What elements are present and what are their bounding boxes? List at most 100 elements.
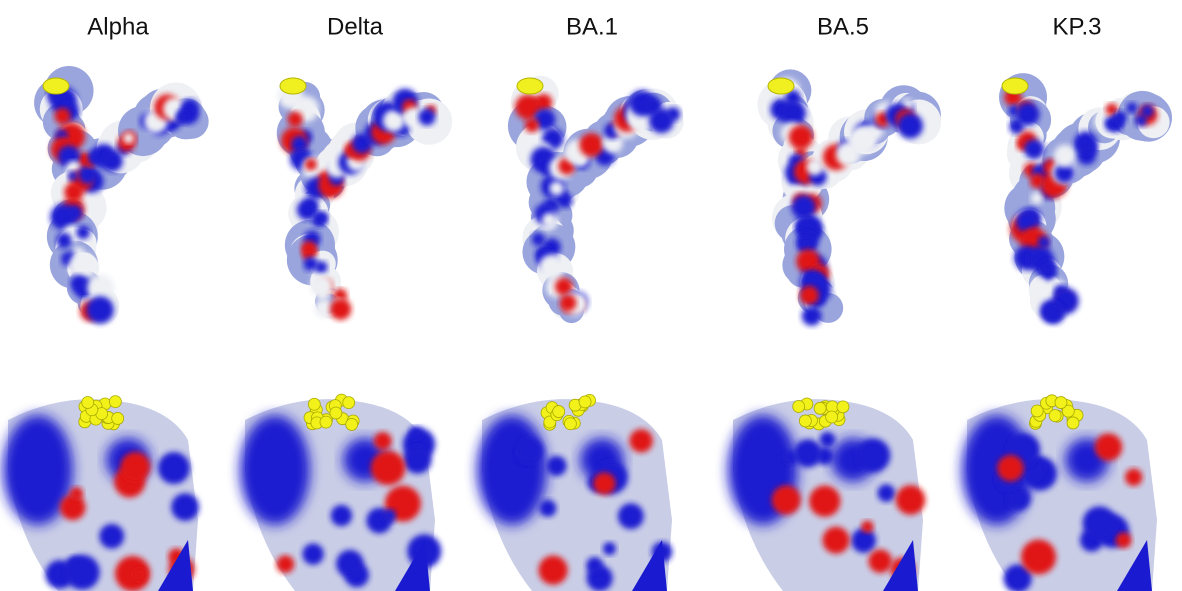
charge-patch [806, 158, 823, 175]
ligand-atom [1049, 410, 1061, 422]
charge-patch [382, 509, 396, 523]
charge-patch [70, 487, 83, 500]
charge-patch [772, 485, 801, 514]
charge-patch [374, 432, 392, 450]
charge-patch [575, 154, 587, 166]
figure: AlphaDeltaBA.1BA.5KP.3 [0, 0, 1182, 591]
charge-patch [799, 236, 814, 251]
ligand-atom [793, 401, 805, 413]
charge-patch [789, 125, 813, 149]
charge-patch [305, 159, 317, 171]
charge-patch [896, 485, 926, 515]
charge-patch [1116, 532, 1132, 548]
charge-patch [477, 415, 547, 525]
ligand [43, 78, 69, 94]
page: AlphaDeltaBA.1BA.5KP.3 (() => { const da… [0, 0, 1182, 591]
charge-patch [629, 429, 652, 452]
charge-patch [312, 213, 326, 227]
ligand-atom [112, 412, 124, 424]
charge-patch [158, 452, 190, 484]
charge-patch [861, 521, 873, 533]
charge-patch [1008, 487, 1031, 510]
charge-patch [802, 306, 822, 326]
charge-patch [809, 486, 840, 517]
charge-patch [1021, 540, 1056, 575]
charge-patch [794, 439, 822, 467]
charge-patch [1031, 192, 1043, 204]
charge-patch [56, 233, 71, 248]
charge-patch [1135, 114, 1147, 126]
molecule-closeup [240, 394, 441, 591]
charge-patch [120, 452, 150, 482]
ligand-atom [564, 418, 576, 430]
charge-patch [869, 549, 893, 573]
ligand-atom [343, 397, 355, 409]
charge-patch [555, 278, 573, 296]
ligand-atom [330, 407, 342, 419]
charge-patch [542, 213, 557, 228]
charge-patch [1041, 259, 1056, 274]
molecule-full [757, 69, 941, 325]
charge-patch [549, 181, 563, 195]
charge-patch [418, 108, 435, 125]
panel-label: BA.1 [566, 13, 618, 40]
charge-patch [318, 289, 328, 299]
charge-patch [649, 108, 674, 133]
molecule-closeup [728, 398, 925, 591]
charge-patch [618, 503, 644, 529]
ligand-atom [799, 415, 811, 427]
molecule-full [277, 78, 452, 320]
charge-patch [560, 294, 577, 311]
charge-patch [603, 542, 616, 555]
charge-patch [69, 252, 96, 279]
charge-patch [997, 455, 1023, 481]
molecule-full [508, 76, 684, 323]
charge-patch [593, 472, 615, 494]
molecule-full [34, 66, 209, 325]
charge-patch [525, 118, 539, 132]
charge-patch [331, 505, 352, 526]
ligand-atom [82, 396, 94, 408]
charge-patch [1125, 469, 1142, 486]
charge-patch [276, 555, 294, 573]
charge-patch [315, 261, 327, 273]
charge-patch [295, 100, 307, 112]
charge-patch [780, 100, 806, 126]
charge-patch [330, 299, 351, 320]
charge-patch [539, 500, 556, 517]
charge-patch [1083, 506, 1117, 540]
charge-patch [1126, 102, 1137, 113]
panel-label: Alpha [87, 13, 149, 40]
charge-patch [1024, 139, 1044, 159]
molecule-closeup [477, 394, 672, 591]
charge-patch [403, 446, 431, 474]
charge-patch [557, 193, 572, 208]
molecule-full [999, 73, 1172, 324]
charge-patch [823, 527, 850, 554]
charge-patch [546, 456, 566, 476]
charge-patch [133, 568, 147, 582]
charge-patch [302, 543, 323, 564]
molecule-closeup [3, 396, 199, 591]
charge-patch [65, 555, 100, 590]
charge-patch [856, 438, 890, 472]
ligand-atom [826, 411, 838, 423]
charge-patch [800, 286, 819, 305]
charge-patch [851, 528, 876, 553]
ligand [280, 78, 306, 94]
charge-patch [517, 438, 543, 464]
charge-patch [288, 112, 303, 127]
charge-patch [1009, 119, 1024, 134]
charge-patch [586, 557, 603, 574]
charge-patch [1074, 131, 1097, 154]
ligand-atom [346, 418, 358, 430]
charge-patch [1054, 145, 1077, 168]
ligand-atom [837, 401, 849, 413]
charge-patch [86, 296, 113, 323]
charge-patch [70, 275, 87, 292]
ligand-atom [308, 398, 320, 410]
charge-patch [78, 165, 97, 184]
charge-patch [409, 427, 422, 440]
charge-patch [898, 113, 923, 138]
ligand-atom [320, 416, 332, 428]
